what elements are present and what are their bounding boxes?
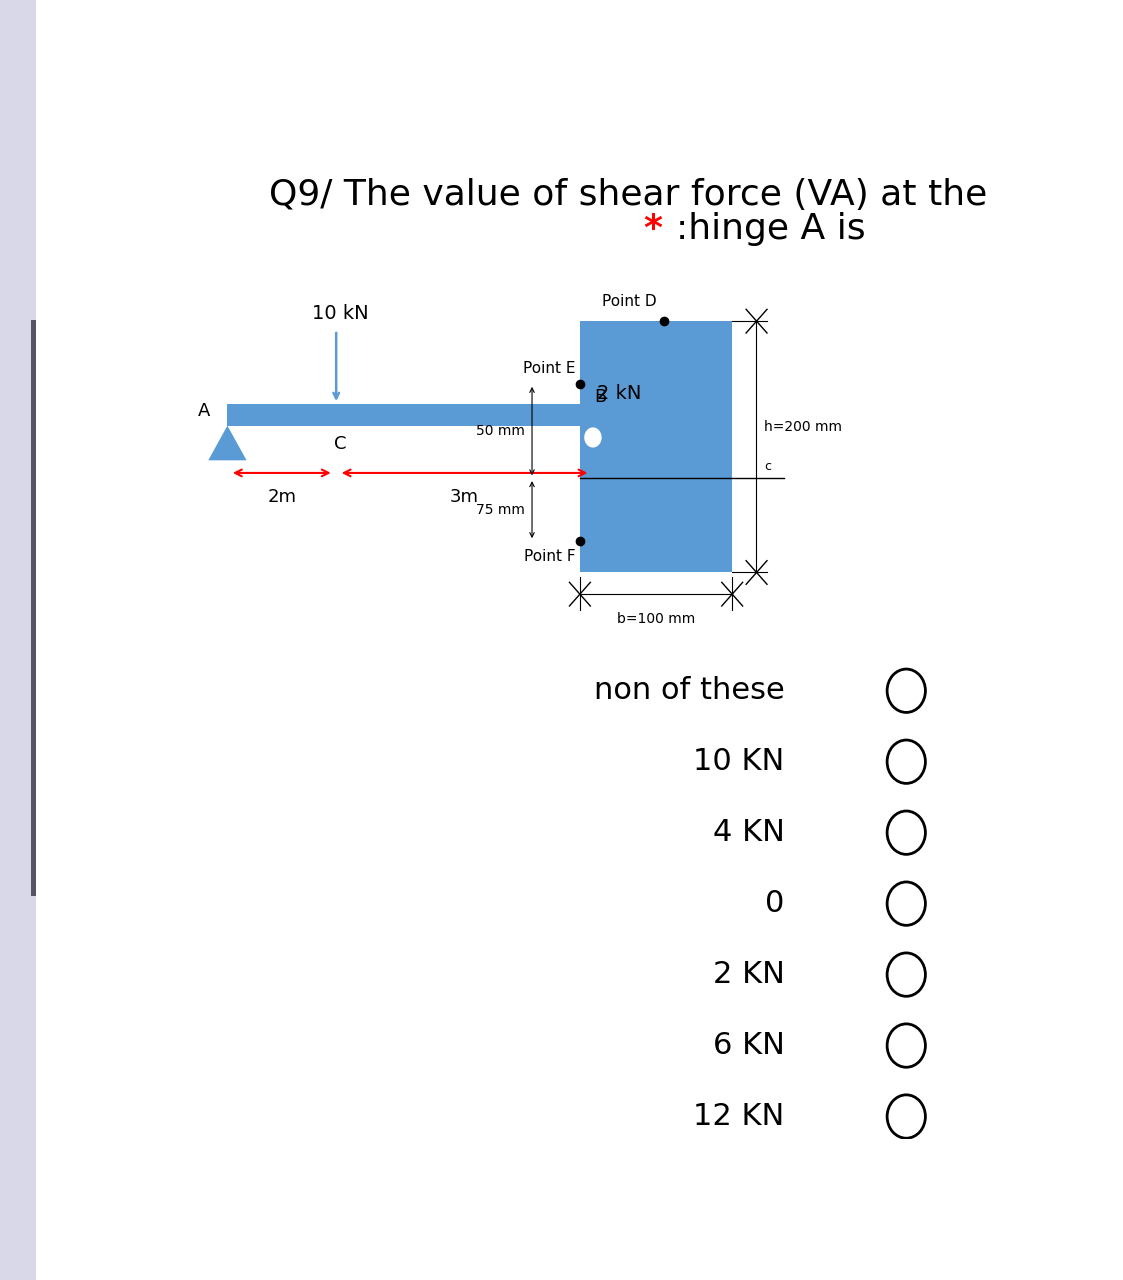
Text: Point F: Point F xyxy=(524,549,575,564)
Text: 2 kN: 2 kN xyxy=(597,384,641,403)
Text: 75 mm: 75 mm xyxy=(476,503,526,517)
Text: non of these: non of these xyxy=(594,676,784,705)
Text: :hinge A is: :hinge A is xyxy=(676,211,865,246)
Text: 10 KN: 10 KN xyxy=(693,748,784,776)
Text: 2 KN: 2 KN xyxy=(712,960,784,989)
Circle shape xyxy=(887,1094,925,1138)
Text: A: A xyxy=(198,402,210,420)
Circle shape xyxy=(887,669,925,713)
Text: Q9/ The value of shear force (VA) at the: Q9/ The value of shear force (VA) at the xyxy=(268,178,987,212)
Text: 6 KN: 6 KN xyxy=(712,1032,784,1060)
Text: Point D: Point D xyxy=(602,294,656,310)
Text: *: * xyxy=(643,211,676,246)
Circle shape xyxy=(887,882,925,925)
Bar xyxy=(227,404,593,426)
Text: 3m: 3m xyxy=(450,488,480,506)
Text: c: c xyxy=(765,460,772,474)
Circle shape xyxy=(887,952,925,996)
Text: 2m: 2m xyxy=(267,488,296,506)
Text: Point E: Point E xyxy=(523,361,575,376)
Text: b=100 mm: b=100 mm xyxy=(617,612,695,626)
Text: 0: 0 xyxy=(765,890,784,918)
Text: 12 KN: 12 KN xyxy=(693,1102,784,1132)
Text: h=200 mm: h=200 mm xyxy=(765,420,842,434)
Text: B: B xyxy=(595,388,606,406)
Circle shape xyxy=(887,740,925,783)
Circle shape xyxy=(887,1024,925,1068)
Text: 10 kN: 10 kN xyxy=(312,305,368,323)
Text: 50 mm: 50 mm xyxy=(476,424,526,438)
Text: C: C xyxy=(335,435,347,453)
Polygon shape xyxy=(208,426,247,461)
Text: 4 KN: 4 KN xyxy=(712,818,784,847)
Bar xyxy=(579,321,732,572)
Circle shape xyxy=(583,426,603,449)
Circle shape xyxy=(887,812,925,854)
